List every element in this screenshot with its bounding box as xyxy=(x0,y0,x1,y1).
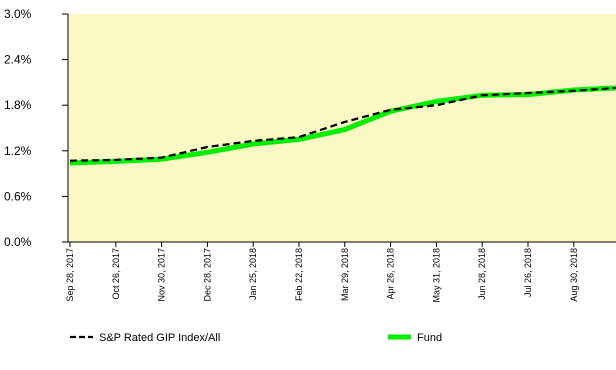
x-tick-label: May 31, 2018 xyxy=(431,248,441,303)
x-tick-label: Apr 26, 2018 xyxy=(386,248,396,300)
x-tick-label: Feb 22, 2018 xyxy=(294,248,304,301)
x-tick-label: Jul 26, 2018 xyxy=(523,248,533,297)
series-layer xyxy=(69,85,616,166)
x-tick-label: Oct 26, 2017 xyxy=(111,248,121,300)
series-line-index xyxy=(69,86,616,162)
legend: S&P Rated GIP Index/All Fund xyxy=(70,332,442,344)
y-tick-label: 1.8% xyxy=(4,98,32,112)
series-line-fund xyxy=(69,85,616,166)
x-tick-label: Sep 28, 2017 xyxy=(65,248,75,302)
legend-label-fund: Fund xyxy=(417,332,442,344)
legend-label-index: S&P Rated GIP Index/All xyxy=(99,332,220,344)
y-tick-label: 0.6% xyxy=(4,189,32,203)
x-tick-label: Jun 28, 2018 xyxy=(477,248,487,300)
x-tick-label: Sep 27, 2018 xyxy=(615,248,616,302)
x-tick-label: Mar 29, 2018 xyxy=(340,248,350,301)
y-axis: 0.0% 0.6% 1.2% 1.8% 2.4% 3.0% xyxy=(4,7,69,249)
x-tick-label: Nov 30, 2017 xyxy=(157,248,167,302)
x-tick-label: Dec 28, 2017 xyxy=(202,248,212,302)
y-tick-label: 0.0% xyxy=(4,235,32,249)
x-axis: Sep 28, 2017 Oct 26, 2017 Nov 30, 2017 Dec … xyxy=(65,241,616,303)
y-tick-label: 3.0% xyxy=(4,7,32,21)
x-tick-label: Aug 30, 2018 xyxy=(569,248,579,302)
x-tick-label: Jan 25, 2018 xyxy=(248,248,258,300)
y-tick-label: 2.4% xyxy=(4,53,32,67)
y-tick-label: 1.2% xyxy=(4,144,32,158)
